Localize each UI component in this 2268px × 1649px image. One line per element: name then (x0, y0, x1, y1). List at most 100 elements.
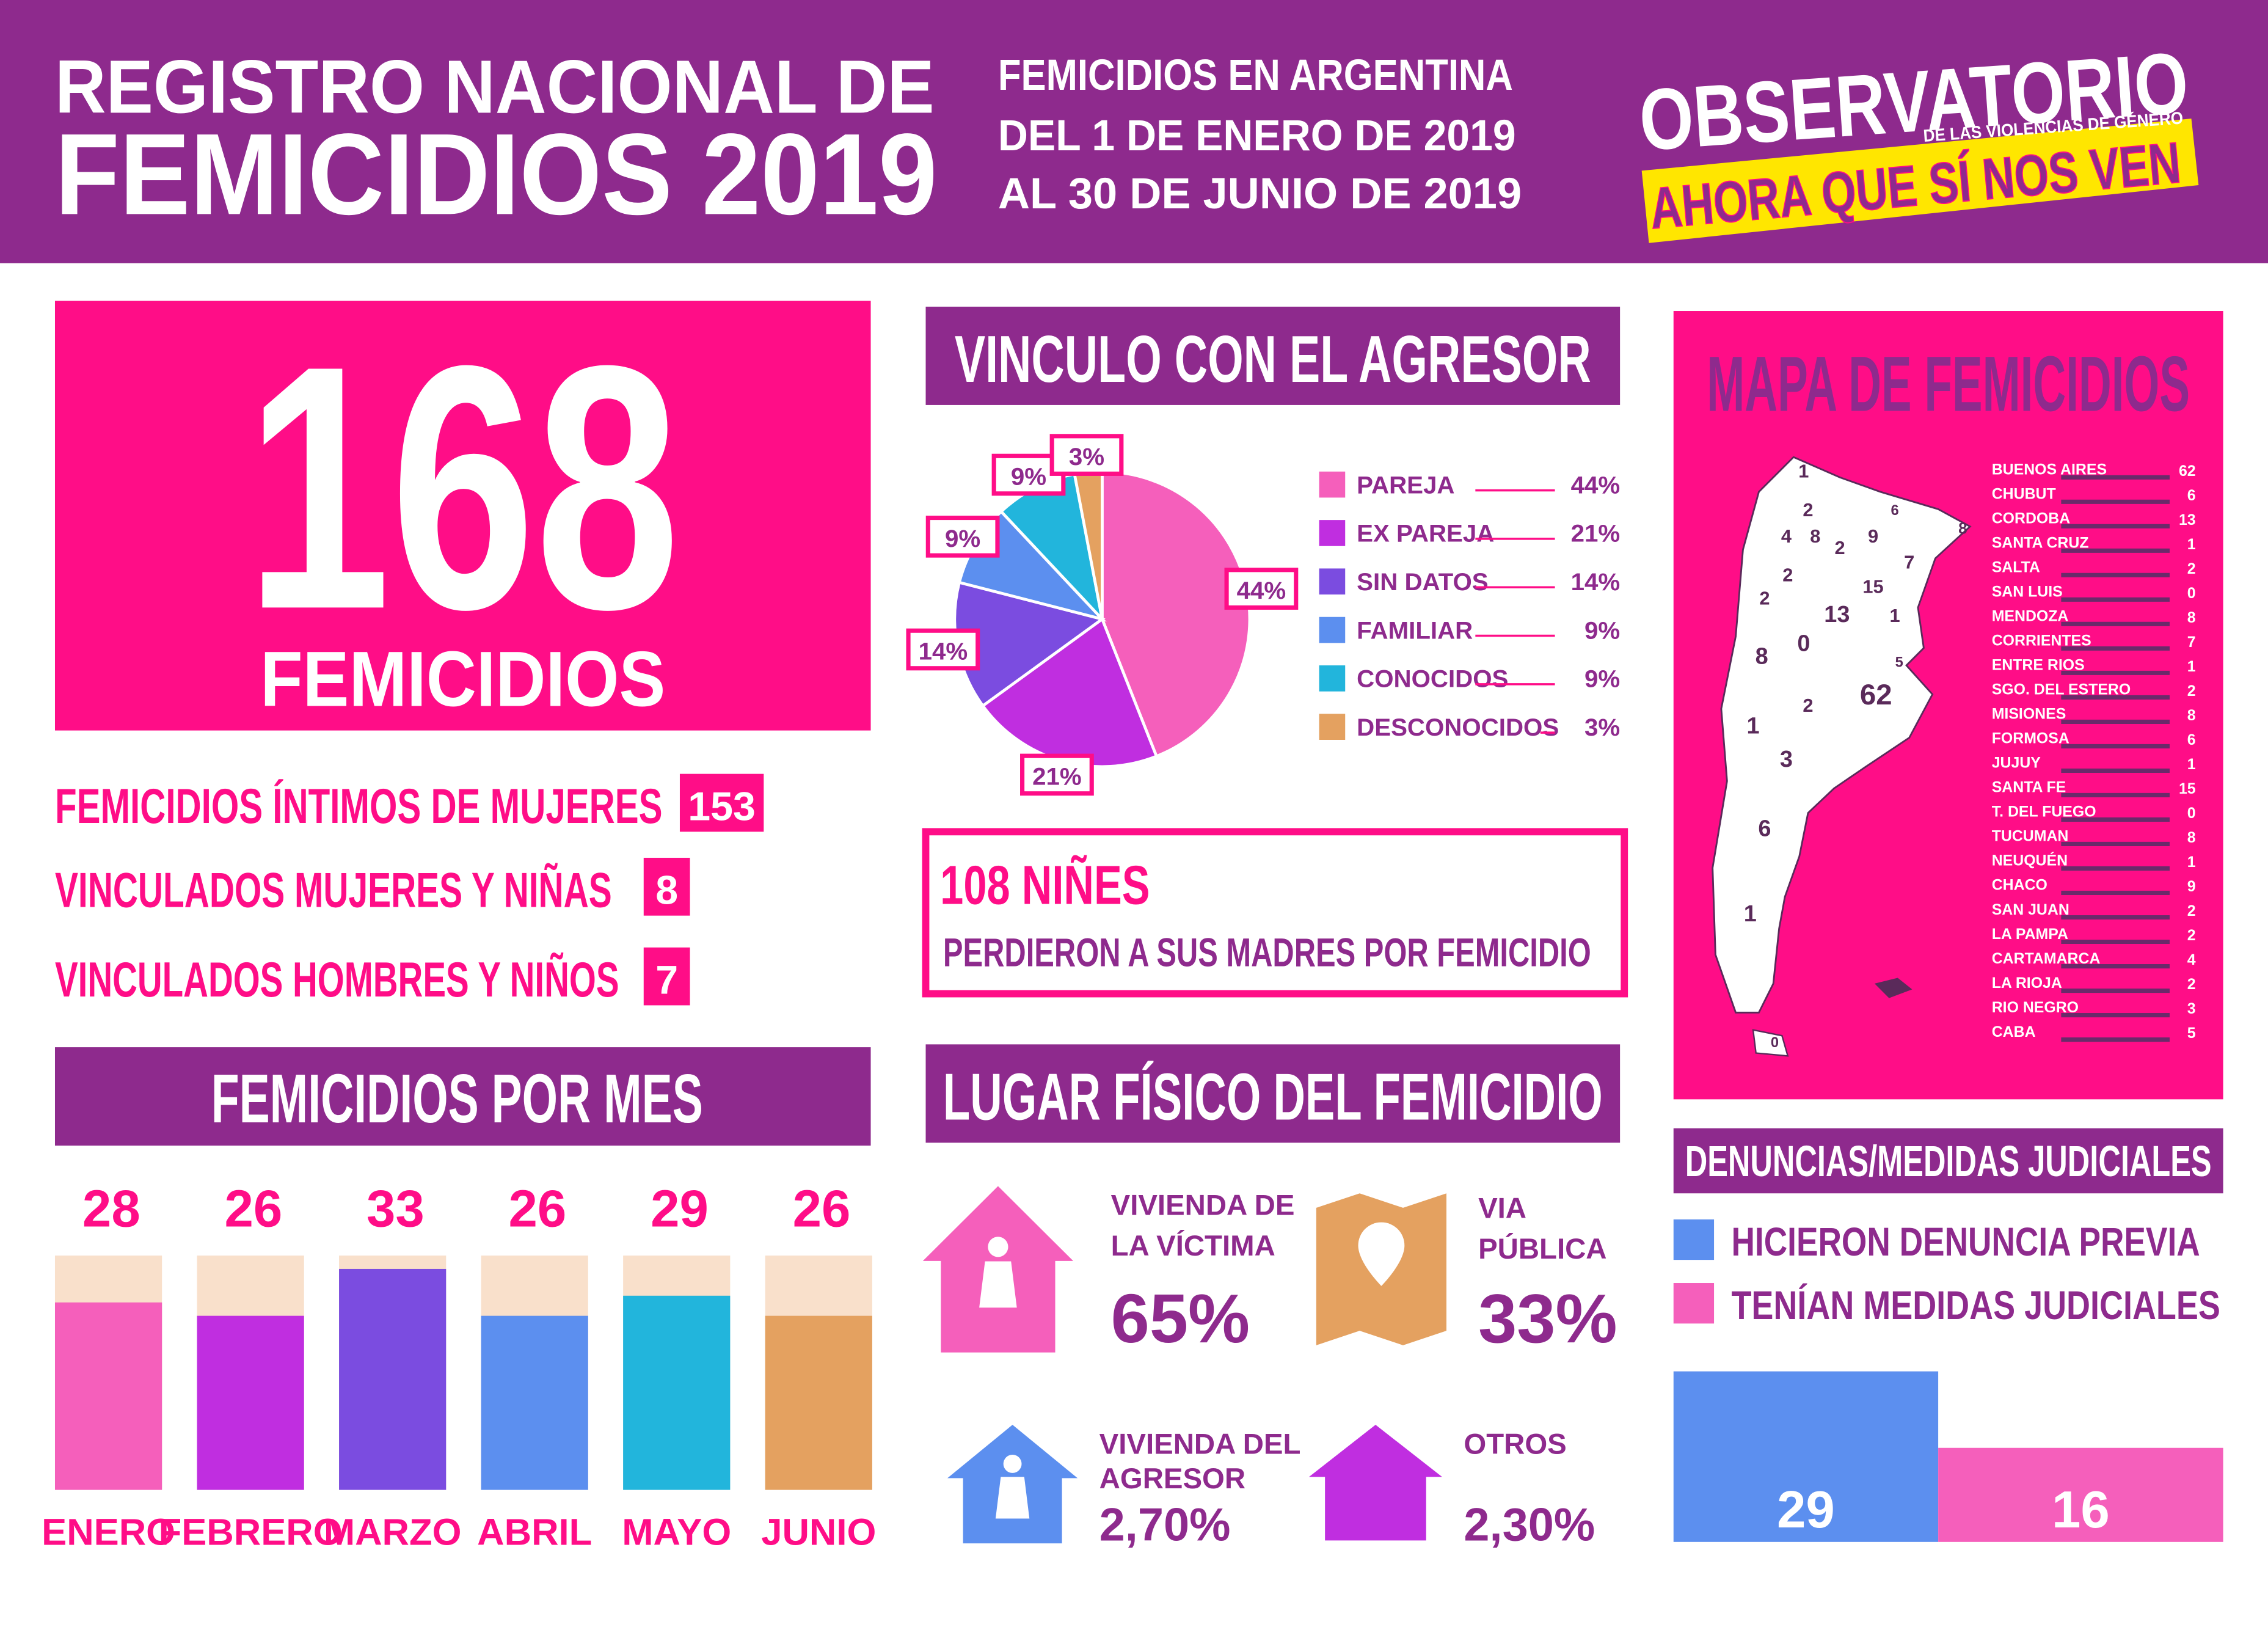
total-box (54, 301, 871, 731)
province-name: CHACO (1992, 877, 2047, 894)
section-title: FEMICIDIOS POR MES (211, 1060, 703, 1138)
province-name: CORDOBA (1992, 510, 2070, 527)
pie-label: 44% (1237, 577, 1286, 604)
map-number: 5 (1895, 654, 1903, 670)
map-number: 2 (1782, 565, 1793, 586)
province-value: 0 (2187, 585, 2196, 602)
map-number: 9 (1868, 525, 1878, 547)
map-number: 4 (1781, 525, 1792, 547)
place-label: OTROS (1464, 1428, 1566, 1460)
legend-swatch (1319, 520, 1346, 546)
place-label: LA VÍCTIMA (1111, 1229, 1275, 1262)
bar (765, 1315, 872, 1490)
province-name: SAN LUIS (1992, 583, 2063, 601)
legend-label: CONOCIDOS (1357, 665, 1508, 693)
map-number: 0 (1771, 1035, 1779, 1051)
ninez-text: PERDIERON A SUS MADRES POR FEMICIDIO (943, 931, 1591, 976)
bar-category: MAYO (622, 1512, 731, 1554)
pie-label-box (1049, 434, 1124, 476)
map-number: 6 (1891, 503, 1898, 519)
legend-swatch (1319, 471, 1346, 498)
province-value: 13 (2179, 511, 2196, 528)
map-number: 2 (1803, 499, 1813, 521)
map-island (1752, 1029, 1789, 1057)
breakdown-box (679, 773, 764, 832)
pie-label-box (1224, 568, 1299, 610)
bar-category: JUNIO (761, 1512, 876, 1554)
province-value: 2 (2187, 560, 2196, 577)
legend-label: DESCONOCIDOS (1357, 714, 1559, 741)
map-number: 8 (1958, 519, 1967, 538)
bar-value: 29 (651, 1180, 709, 1238)
title: REGISTRO NACIONAL DE (55, 46, 935, 130)
map-number: 1 (1744, 901, 1757, 927)
legend-swatch (1673, 1283, 1715, 1324)
breakdown-value: 153 (688, 784, 756, 829)
breakdown-value: 8 (655, 868, 678, 913)
legend-swatch (1319, 568, 1346, 595)
section-title: LUGAR FÍSICO DEL FEMICIDIO (943, 1059, 1603, 1134)
pie-label-box (925, 515, 1000, 558)
bar (481, 1315, 588, 1490)
province-value: 1 (2187, 756, 2196, 773)
place-value: 2,70% (1099, 1499, 1231, 1551)
bar-category: FEBRERO (159, 1512, 343, 1554)
place-label: VIVIENDA DE (1111, 1190, 1295, 1222)
map-number: 7 (1904, 551, 1914, 572)
place-value: 65% (1111, 1280, 1250, 1358)
province-name: CABA (1992, 1023, 2036, 1040)
place-value: 2,30% (1464, 1499, 1595, 1551)
total-value: 168 (246, 294, 680, 681)
person-icon (979, 1261, 1017, 1308)
section-header (1673, 1128, 2223, 1194)
map-number: 15 (1862, 576, 1883, 598)
map-number: 1 (1798, 460, 1809, 481)
province-name: MENDOZA (1992, 608, 2069, 625)
province-value: 2 (2187, 976, 2196, 993)
section-title: MAPA DE FEMICIDIOS (1707, 340, 2190, 428)
breakdown-label: FEMICIDIOS ÍNTIMOS DE MUJERES (55, 779, 663, 834)
map-number: 8 (1756, 644, 1768, 670)
province-value: 6 (2187, 731, 2196, 748)
province-value: 9 (2187, 878, 2196, 895)
province-name: NEUQUÉN (1992, 852, 2068, 869)
province-name: FORMOSA (1992, 730, 2069, 747)
legend-label: TENÍAN MEDIDAS JUDICIALES (1731, 1282, 2220, 1328)
pie-label: 14% (919, 638, 968, 665)
breakdown-label: VINCULADOS HOMBRES Y NIÑOS (55, 952, 619, 1007)
province-value: 15 (2179, 780, 2196, 797)
pin-icon (1358, 1222, 1405, 1286)
header-band (0, 0, 2268, 263)
map-islands (1874, 978, 1912, 998)
ninez-box (922, 828, 1628, 998)
province-value: 8 (2187, 609, 2196, 626)
map-number: 0 (1797, 631, 1810, 656)
province-name: SALTA (1992, 559, 2040, 576)
province-name: SANTA FE (1992, 779, 2066, 796)
province-value: 0 (2187, 805, 2196, 822)
province-value: 62 (2179, 463, 2196, 480)
province-name: MISIONES (1992, 706, 2066, 723)
place-label: PÚBLICA (1478, 1232, 1606, 1265)
breakdown-value: 7 (655, 958, 678, 1003)
legend-swatch (1319, 714, 1346, 740)
legend-label: HICIERON DENUNCIA PREVIA (1731, 1219, 2200, 1265)
bar-category: ENERO (42, 1512, 175, 1554)
bar (54, 1302, 162, 1490)
map-number: 8 (1810, 525, 1820, 547)
bar-value: 28 (82, 1180, 140, 1238)
map-number: 13 (1824, 602, 1850, 627)
legend-value: 9% (1584, 665, 1620, 693)
subtitle: AL 30 DE JUNIO DE 2019 (998, 170, 1522, 218)
province-value: 4 (2187, 951, 2196, 968)
province-value: 1 (2187, 536, 2196, 553)
map-number: 2 (1803, 695, 1813, 716)
legend-label: FAMILIAR (1357, 616, 1473, 644)
province-name: LA PAMPA (1992, 926, 2068, 943)
legend-swatch (1319, 665, 1346, 692)
bar-value: 26 (224, 1180, 282, 1238)
breakdown-box (643, 947, 690, 1006)
bar (623, 1295, 731, 1490)
province-value: 1 (2187, 854, 2196, 871)
pie-label: 21% (1032, 763, 1082, 791)
